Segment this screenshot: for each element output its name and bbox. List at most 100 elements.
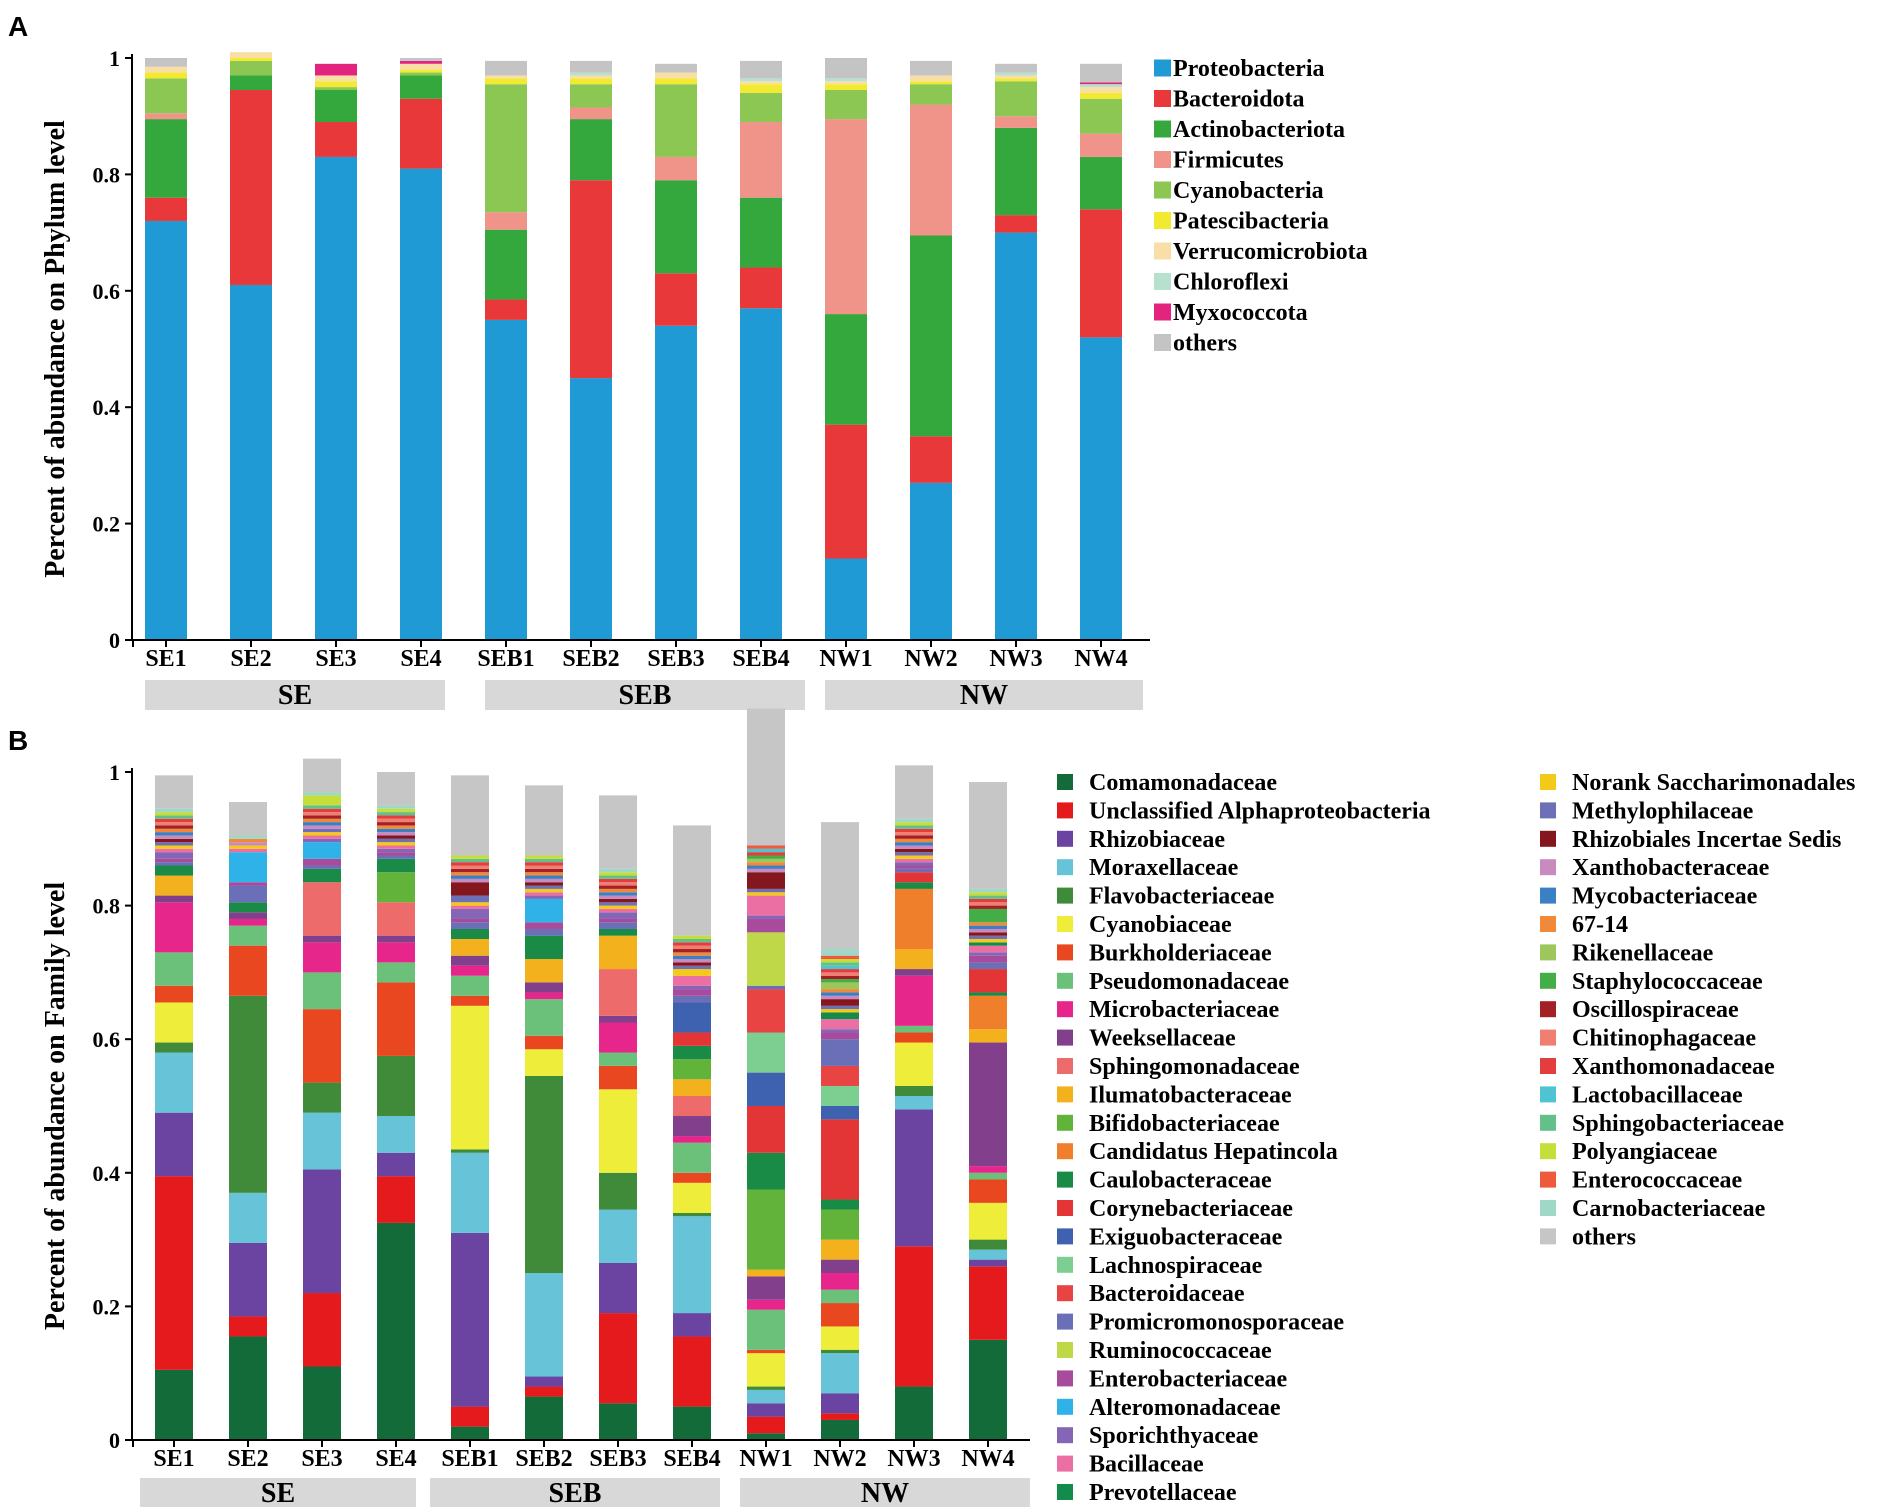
bar-segment: [673, 825, 711, 936]
bar-segment: [451, 895, 489, 903]
bar-segment: [747, 1403, 785, 1417]
bar-segment: [229, 882, 267, 886]
bar-segment: [303, 818, 341, 823]
bar-segment: [910, 60, 952, 76]
bar-segment: [451, 955, 489, 966]
bar-segment: [821, 1199, 859, 1210]
bar-segment: [747, 872, 785, 889]
bar-segment: [451, 882, 489, 896]
bar-segment: [525, 982, 563, 993]
legend-swatch: [1540, 1228, 1556, 1245]
bar-segment: [155, 1112, 193, 1177]
x-tick-label: SEB2: [562, 646, 619, 672]
legend-label: Ruminococcaceae: [1089, 1338, 1272, 1364]
bar-segment: [315, 90, 357, 123]
bar-segment: [747, 1072, 785, 1106]
bar-segment: [747, 1106, 785, 1153]
bar-segment: [895, 1042, 933, 1086]
bar-segment: [155, 875, 193, 896]
legend-label: Sporichthyaceae: [1089, 1423, 1259, 1449]
bar-segment: [747, 868, 785, 873]
legend-label: Rikenellaceae: [1572, 940, 1714, 966]
legend-label: Chloroflexi: [1173, 270, 1289, 296]
legend-swatch: [1540, 830, 1556, 847]
bar-segment: [377, 822, 415, 826]
legend-swatch: [1154, 273, 1171, 290]
bar-segment: [377, 852, 415, 856]
y-tick-label: 0: [109, 628, 120, 653]
bar-segment: [400, 72, 442, 76]
x-tick-label: SE2: [230, 646, 271, 672]
legend-label: Weeksellaceae: [1089, 1026, 1236, 1052]
bar-segment: [673, 945, 711, 950]
legend-label: Lachnospiraceae: [1089, 1253, 1263, 1279]
panel-B: B 0 0.2 0.4 0.6 0.8 1 SE1 SE2 SE3 SE4 SEB1 SEB2 SEB3 S…: [8, 708, 1855, 1508]
legend-swatch: [1057, 1285, 1073, 1302]
bar-segment: [821, 969, 859, 973]
x-tick-label: SEB3: [647, 646, 704, 672]
bar-segment: [229, 902, 267, 913]
bar-segment: [303, 1293, 341, 1367]
legend-swatch: [1057, 1228, 1073, 1245]
legend-label: Carnobacteriaceae: [1572, 1196, 1766, 1222]
legend-swatch: [1057, 830, 1073, 847]
legend-swatch: [1057, 916, 1073, 932]
bar-segment: [599, 1015, 637, 1023]
bar-segment: [673, 1182, 711, 1213]
bar-segment: [969, 1249, 1007, 1260]
bar-segment: [599, 905, 637, 909]
legend-label: Mycobacteriaceae: [1572, 884, 1758, 910]
legend-label: Cyanobiaceae: [1089, 912, 1232, 938]
bar-segment: [673, 1172, 711, 1183]
bar-segment: [315, 75, 357, 82]
bar-segment: [969, 1029, 1007, 1043]
bar-segment: [969, 1179, 1007, 1203]
bar-segment: [315, 122, 357, 157]
bar-segment: [485, 78, 527, 85]
bar-segment: [303, 1169, 341, 1294]
legend-swatch: [1540, 1058, 1556, 1074]
bar-segment: [895, 852, 933, 856]
bar-segment: [155, 1002, 193, 1043]
legend-label: Ilumatobacteraceae: [1089, 1082, 1292, 1108]
bar-segment: [599, 902, 637, 906]
group-band: [740, 1478, 1030, 1507]
x-tick-label: SEB2: [515, 1446, 572, 1472]
legend-label: Rhizobiales Incertae Sedis: [1572, 827, 1841, 853]
bar-segment: [895, 822, 933, 826]
panel-label: B: [8, 725, 28, 756]
bar-segment: [155, 985, 193, 1003]
legend-label: Firmicutes: [1173, 148, 1284, 174]
bar-segment: [400, 168, 442, 640]
bar-segment: [377, 825, 415, 829]
bar-segment: [740, 308, 782, 640]
bar-segment: [895, 882, 933, 889]
group-label: NW: [960, 680, 1008, 711]
bar-segment: [655, 84, 697, 157]
bar-segment: [525, 888, 563, 893]
bar-segment: [821, 1039, 859, 1066]
legend-label: Alteromonadaceae: [1089, 1395, 1281, 1421]
bar-segment: [303, 825, 341, 829]
legend-label: Sphingobacteriaceae: [1572, 1111, 1784, 1137]
bar-segment: [821, 975, 859, 980]
x-tick-label: SE4: [400, 646, 441, 672]
bar-segment: [821, 1273, 859, 1290]
bar-segment: [740, 81, 782, 85]
x-tick-label: SE3: [301, 1446, 342, 1472]
bar-segment: [1080, 133, 1122, 157]
bar-segment: [145, 119, 187, 198]
bar-segment: [673, 1336, 711, 1407]
bar-segment: [229, 918, 267, 926]
legend-label: Verrucomicrobiota: [1173, 239, 1368, 265]
bar-segment: [673, 942, 711, 946]
bar-segment: [969, 922, 1007, 926]
legend-swatch: [1057, 802, 1073, 819]
bar-segment: [821, 1209, 859, 1240]
bar-segment: [377, 828, 415, 833]
legend-label: Patescibacteria: [1173, 209, 1329, 235]
bar-segment: [821, 1012, 859, 1020]
bar-segment: [155, 842, 193, 846]
bar-segment: [673, 1002, 711, 1033]
bar-segment: [895, 858, 933, 863]
